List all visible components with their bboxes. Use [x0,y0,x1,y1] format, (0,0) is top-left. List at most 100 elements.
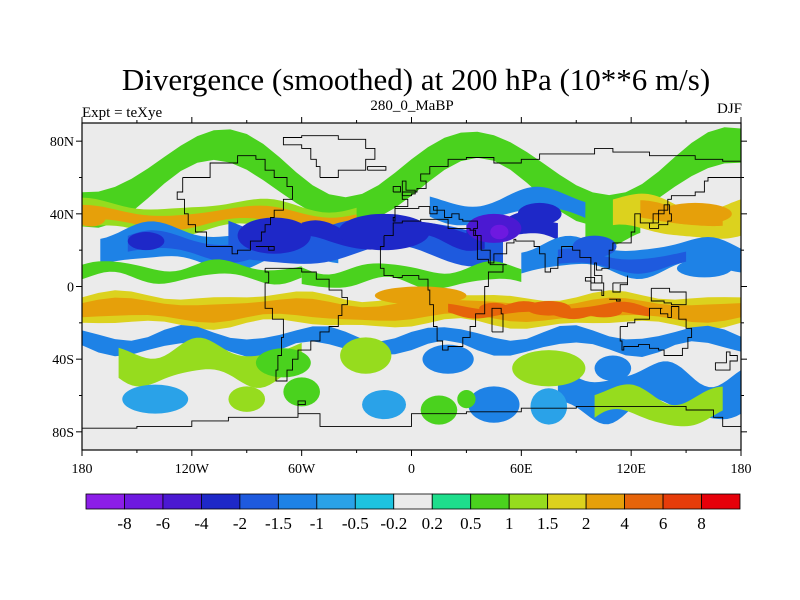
y-tick-label: 80N [50,135,74,150]
colorbar-label: 1.5 [537,514,558,533]
coastline [609,298,621,302]
coastline [82,400,741,429]
y-tick-label: 40S [52,353,74,368]
colorbar-label: -6 [156,514,170,533]
field-band [429,186,586,226]
colorbar-label: -8 [117,514,131,533]
coastline [282,135,376,178]
field-blob [255,348,311,378]
field-blob [420,395,458,425]
coastline [255,246,275,251]
colorbar-label: -0.5 [342,514,369,533]
x-tick-label: 120E [616,462,646,477]
colorbar: -8 -6 -4 -2 -1.5 -1 -0.5 -0.2 0.2 0.5 1 1.5 2 4 6 8 [85,493,741,533]
coastline [714,351,738,371]
field-blob [82,208,106,227]
field-band [82,325,741,357]
field-blob [422,344,474,374]
colorbar-swatch [354,493,395,510]
field-blob [362,390,407,420]
field-blob [585,306,623,318]
colorbar-label: -1.5 [265,514,292,533]
colorbar-label: 4 [620,514,629,533]
field-blob [374,286,467,305]
colorbar-swatch [124,493,164,510]
coastline [401,180,416,197]
field-blob [127,232,165,251]
colorbar-swatch [162,493,202,510]
coastlines [82,135,741,429]
x-axis: 180 120W 60W 0 60E 120E 180 [72,117,752,477]
chart-title: Divergence (smoothed) at 200 hPa (10**6 … [122,62,710,97]
coastline [379,218,507,351]
field-blob [512,350,586,387]
colorbar-label: -0.2 [380,514,407,533]
coastline [392,186,401,193]
coastline [650,287,687,306]
y-tick-label: 40N [50,208,74,223]
field-blob [594,355,632,381]
x-tick-label: 60W [288,462,316,477]
colorbar-label: -2 [233,514,247,533]
y-tick-label: 0 [67,281,74,296]
coastline [176,155,293,255]
subtitle-left: Expt = teXye [82,105,162,121]
x-tick-label: 60E [510,462,533,477]
field-band [594,384,723,427]
x-tick-label: 180 [72,462,93,477]
field-blob [338,213,430,251]
coastline [649,204,672,229]
colorbar-swatch [701,493,741,510]
colorbar-swatch [585,493,625,510]
colorbar-swatch [85,493,125,510]
field-blob [676,259,732,278]
coastline [264,267,348,382]
field-blob [340,337,392,374]
colorbar-label: 0.5 [460,514,481,533]
field-blob [237,217,311,254]
field-blob [658,202,732,225]
coastline [612,275,628,293]
colorbar-swatch [393,493,433,510]
field-blob [457,390,476,409]
colorbar-swatch [547,493,587,510]
field-blob [468,386,520,423]
field-blob [283,377,320,407]
colorbar-swatch [508,493,549,510]
subtitle-center: 280_0_MaBP [370,98,453,114]
field-blob [490,224,509,240]
colorbar-label: 0.2 [422,514,443,533]
colorbar-label: -1 [310,514,324,533]
field-band [82,259,302,285]
colorbar-swatch [316,493,356,510]
coastline [619,306,693,356]
colorbar-swatch [239,493,279,510]
colorbar-label: 2 [582,514,591,533]
x-tick-label: 120W [175,462,210,477]
coastline [584,276,605,297]
field-band [118,337,302,388]
colorbar-label: -4 [194,514,209,533]
colorbar-swatch [624,493,664,510]
coastline [367,166,387,171]
colorbar-swatch [470,493,510,510]
colorbar-swatch [662,493,702,510]
coastline [491,307,504,333]
x-tick-label: 0 [408,462,415,477]
field-blob [122,384,189,414]
colorbar-label: 8 [697,514,706,533]
colorbar-label: 6 [659,514,668,533]
map-plot: 180 120W 60W 0 60E 120E 180 80N 40N 0 40S 80S [50,117,752,477]
field-blob [530,388,568,425]
field-blob [526,301,571,316]
coastline [392,147,741,284]
colorbar-swatch [201,493,241,510]
subtitle-right: DJF [717,101,742,117]
x-tick-label: 180 [731,462,752,477]
y-axis: 80N 40N 0 40S 80S [50,135,747,441]
field-blob [228,386,266,412]
colorbar-label: 1 [505,514,514,533]
field-blob [517,202,562,225]
colorbar-swatch [277,493,318,510]
